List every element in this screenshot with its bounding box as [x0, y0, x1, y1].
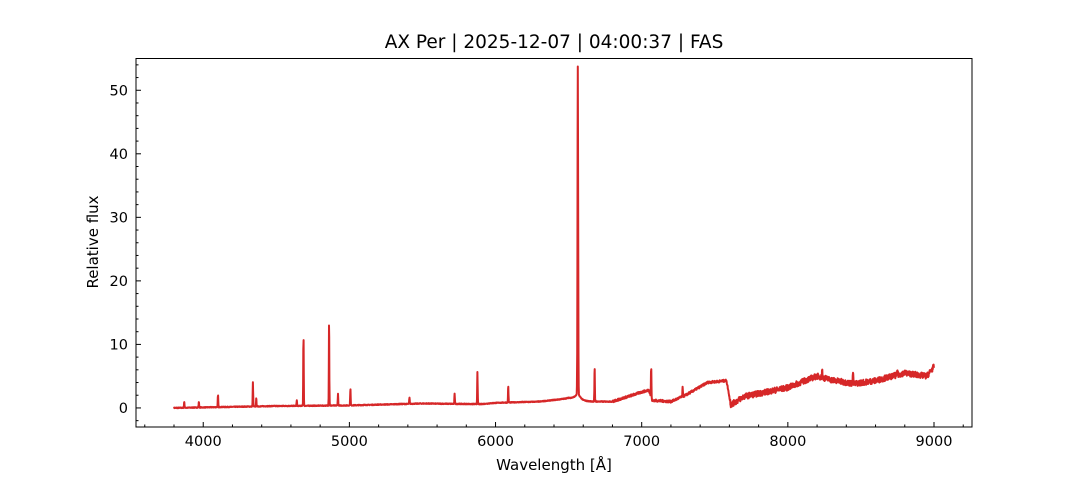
x-tick-label: 9000 [916, 434, 953, 450]
x-axis-label: Wavelength [Å] [496, 455, 612, 474]
y-tick-label: 0 [119, 401, 128, 417]
y-tick-label: 40 [110, 147, 128, 163]
axes-frame [135, 58, 973, 428]
y-tick-label: 10 [110, 337, 128, 353]
chart-title: AX Per | 2025-12-07 | 04:00:37 | FAS [385, 32, 724, 53]
y-axis-label: Relative flux [84, 195, 102, 288]
y-tick-label: 20 [110, 274, 128, 290]
plot-area [173, 65, 935, 410]
x-tick-label: 6000 [477, 434, 514, 450]
x-tick-label: 5000 [331, 434, 368, 450]
x-tick-label: 8000 [769, 434, 806, 450]
y-tick-label: 50 [110, 83, 128, 99]
spectrum-line [173, 65, 935, 410]
axis-ticks: 4000 5000 6000 7000 8000 9000 0 10 20 30 40 50 [110, 64, 964, 450]
y-tick-label: 30 [110, 210, 128, 226]
x-tick-label: 7000 [623, 434, 660, 450]
x-tick-label: 4000 [185, 434, 222, 450]
